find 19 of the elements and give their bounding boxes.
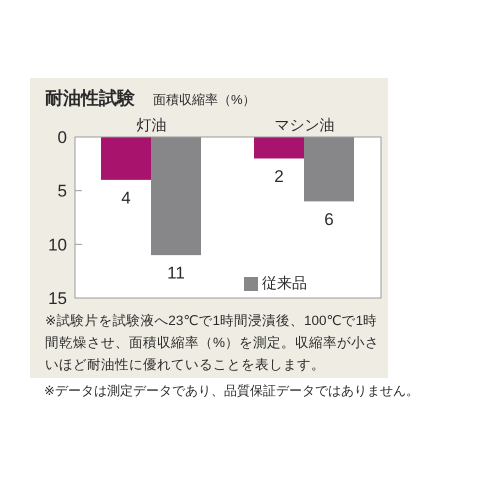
data-label: 4	[121, 188, 131, 208]
text: ※データは測定データであり、品質保証データではありません。	[44, 382, 419, 400]
bar	[101, 137, 152, 180]
legend-label: 従来品	[262, 275, 307, 292]
chart-title: 耐油性試験	[45, 87, 135, 110]
data-label: 2	[274, 167, 284, 186]
y-tick-label: 15	[48, 288, 67, 308]
x-tick-label: マシン油	[274, 117, 334, 134]
y-tick-label: 5	[58, 182, 67, 201]
y-tick-label: 0	[58, 128, 67, 147]
data-label: 11	[167, 264, 185, 283]
data-label: 6	[324, 210, 334, 229]
bar	[254, 137, 304, 158]
text: ※試験片を試験液へ23℃で1時間浸漬後、100℃で1時間乾燥させ、面積収縮率（%）を測定。収縮率が小さいほど耐油性に優れていることを表します。	[45, 312, 380, 374]
chart-subtitle: 面積収縮率（%）	[153, 91, 256, 109]
y-tick-label: 10	[48, 235, 67, 254]
bar	[304, 137, 354, 202]
x-tick-label: 灯油	[136, 117, 166, 134]
bar	[151, 137, 202, 256]
